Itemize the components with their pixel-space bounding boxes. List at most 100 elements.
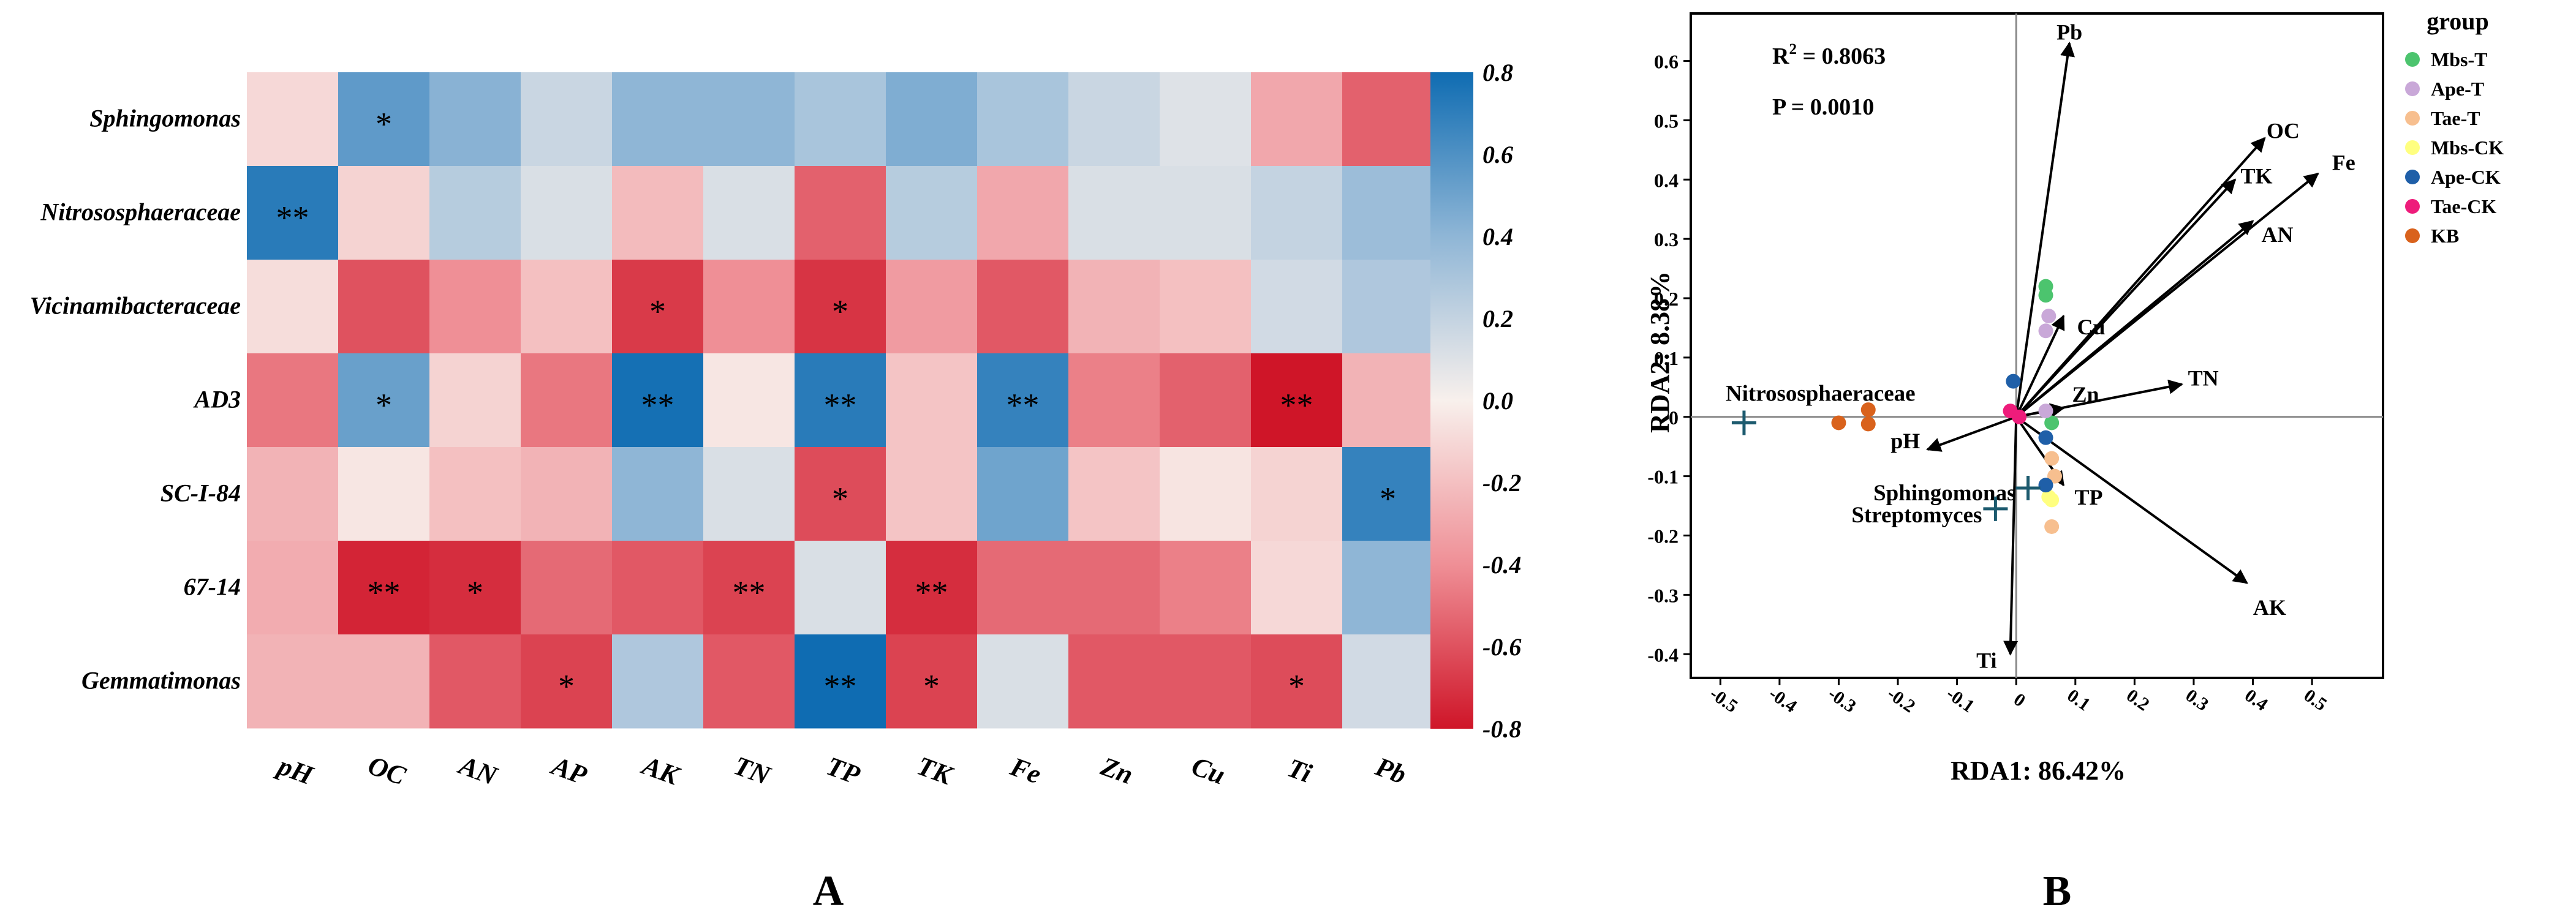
column-label-pb: Pb: [1371, 751, 1410, 790]
significance-mark-vicinamibacteraceae-ak: *: [649, 293, 666, 330]
heatmap-cell-sphingomonas-ak: [612, 72, 704, 167]
x-tick-label: 0.4: [2241, 685, 2272, 715]
point-ape-ck-1: [2038, 430, 2053, 445]
heatmap-cell-vicinamibacteraceae-ap: [521, 260, 613, 354]
significance-mark-ad3-fe: **: [1007, 387, 1040, 424]
rda-sample-points: [1831, 279, 2062, 534]
heatmap-cell-67-14-oc: [338, 541, 430, 635]
vector-label-ph: pH: [1890, 429, 1920, 453]
y-tick-label: -0.1: [1647, 466, 1679, 488]
heatmap-cell-sphingomonas-tn: [703, 72, 795, 167]
heatmap-cell-gemmatimonas-ti: [1251, 634, 1343, 729]
point-ape-ck-0: [2006, 374, 2021, 389]
heatmap-cell-vicinamibacteraceae-fe: [977, 260, 1069, 354]
heatmap-cell-vicinamibacteraceae-tn: [703, 260, 795, 354]
vector-label-pb: Pb: [2057, 20, 2082, 44]
colorbar-tick-5: -0.2: [1483, 469, 1521, 497]
heatmap-cell-ad3-fe: [977, 353, 1069, 448]
heatmap-cell-vicinamibacteraceae-zn: [1068, 260, 1160, 354]
species-marker-sphingomonas: [2015, 476, 2041, 500]
heatmap-cell-sc-i-84-an: [429, 447, 521, 541]
y-tick-label: 0: [1669, 407, 1679, 429]
heatmap-cell-67-14-tp: [795, 541, 886, 635]
heatmap-cell-gemmatimonas-tp: [795, 634, 886, 729]
vector-cu: [2015, 314, 2065, 418]
heatmap-cell-sc-i-84-cu: [1160, 447, 1252, 541]
heatmap-cell-sc-i-84-pb: [1342, 447, 1434, 541]
heatmap-cell-vicinamibacteraceae-ak: [612, 260, 704, 354]
heatmap-cell-67-14-cu: [1160, 541, 1252, 635]
heatmap-cell-sphingomonas-ph: [247, 72, 339, 167]
group-legend: group Mbs-T Ape-T Tae-T Mbs-CK Ape-CK Tae-CK K…: [2405, 7, 2504, 247]
legend-swatch-tae-t: [2405, 111, 2420, 126]
x-tick-label: -0.4: [1765, 683, 1800, 716]
heatmap-cell-67-14-ak: [612, 541, 704, 635]
rda-x-axis-ticks: -0.5 -0.4 -0.3 -0.2 -0.1 0 0.1 0.2 0.3 0.4 0.5: [1706, 678, 2330, 716]
column-label-oc: OC: [364, 750, 410, 791]
column-label-tk: TK: [913, 751, 958, 791]
vector-ak: [2015, 416, 2248, 584]
point-tae-t-1: [2044, 519, 2060, 534]
heatmap-cell-gemmatimonas-ap: [521, 634, 613, 729]
significance-mark-ad3-ak: **: [641, 387, 674, 424]
significance-mark-nitrososphaeraceae-ph: **: [276, 200, 309, 236]
heatmap-cell-sc-i-84-zn: [1068, 447, 1160, 541]
heatmap-cell-gemmatimonas-tn: [703, 634, 795, 729]
heatmap-cell-nitrososphaeraceae-tk: [886, 166, 978, 260]
vector-tk: [2015, 178, 2237, 418]
vector-label-tk: TK: [2241, 164, 2273, 188]
x-tick-label: -0.3: [1824, 683, 1860, 716]
legend-swatch-mbs-ck: [2405, 140, 2420, 155]
x-tick-label: -0.5: [1706, 683, 1742, 716]
vector-label-fe: Fe: [2332, 151, 2355, 175]
heatmap-cell-sphingomonas-tp: [795, 72, 886, 167]
significance-mark-vicinamibacteraceae-tp: *: [832, 293, 848, 330]
heatmap-cell-nitrososphaeraceae-zn: [1068, 166, 1160, 260]
vector-ti: [2003, 416, 2019, 656]
row-label-gemmatimonas: Gemmatimonas: [81, 667, 241, 694]
colorbar-tick-3: 0.2: [1483, 305, 1513, 333]
legend-swatch-kb: [2405, 228, 2420, 243]
species-label-sphingomonas: Sphingomonas: [1873, 481, 2015, 506]
point-ape-t-2: [2038, 404, 2053, 419]
heatmap-cell-ad3-ph: [247, 353, 339, 448]
x-tick-label: 0.1: [2063, 685, 2094, 715]
significance-mark-67-14-tk: **: [915, 574, 948, 611]
heatmap-cell-67-14-tn: [703, 541, 795, 635]
heatmap-cell-gemmatimonas-oc: [338, 634, 430, 729]
point-tae-ck-1: [2012, 409, 2027, 424]
column-label-ti: Ti: [1283, 753, 1316, 789]
colorbar-tick-6: -0.4: [1483, 551, 1521, 579]
vector-an: [2015, 220, 2254, 418]
y-tick-label: -0.3: [1647, 584, 1679, 606]
vector-label-ak: AK: [2253, 595, 2286, 620]
heatmap-cell-sc-i-84-oc: [338, 447, 430, 541]
heatmap-cell-67-14-ph: [247, 541, 339, 635]
y-tick-label: 0.1: [1654, 347, 1679, 369]
point-ape-ck-2: [2038, 478, 2053, 493]
y-tick-label: 0.4: [1654, 169, 1679, 191]
vector-label-tp: TP: [2074, 485, 2102, 509]
legend-label-kb: KB: [2431, 225, 2459, 247]
x-tick-label: 0.2: [2123, 685, 2153, 715]
y-tick-label: -0.2: [1647, 525, 1679, 547]
heatmap-panel-a: **** ** ** ** ** *** *** * ** *** ** * * Sphingomona…: [30, 72, 1434, 792]
column-label-fe: Fe: [1006, 751, 1045, 790]
heatmap-cell-sc-i-84-ti: [1251, 447, 1343, 541]
species-label-nitrososphaeraceae: Nitrososphaeraceae: [1726, 381, 1916, 406]
significance-mark-ad3-oc: *: [376, 387, 392, 424]
heatmap-cell-nitrososphaeraceae-ti: [1251, 166, 1343, 260]
heatmap-cell-gemmatimonas-ph: [247, 634, 339, 729]
rda-species-markers: Nitrososphaeraceae SphingomonasStreptomyc…: [1726, 381, 2041, 528]
significance-mark-67-14-oc: **: [368, 574, 401, 611]
y-tick-label: -0.4: [1647, 644, 1679, 666]
point-mbs-t-2: [2044, 415, 2060, 430]
heatmap-cell-gemmatimonas-ak: [612, 634, 704, 729]
x-tick-label: 0: [2010, 689, 2029, 711]
heatmap-cell-nitrososphaeraceae-cu: [1160, 166, 1252, 260]
heatmap-cell-67-14-pb: [1342, 541, 1434, 635]
column-label-ap: AP: [546, 750, 591, 791]
x-tick-label: -0.1: [1943, 683, 1978, 716]
heatmap-cell-67-14-an: [429, 541, 521, 635]
